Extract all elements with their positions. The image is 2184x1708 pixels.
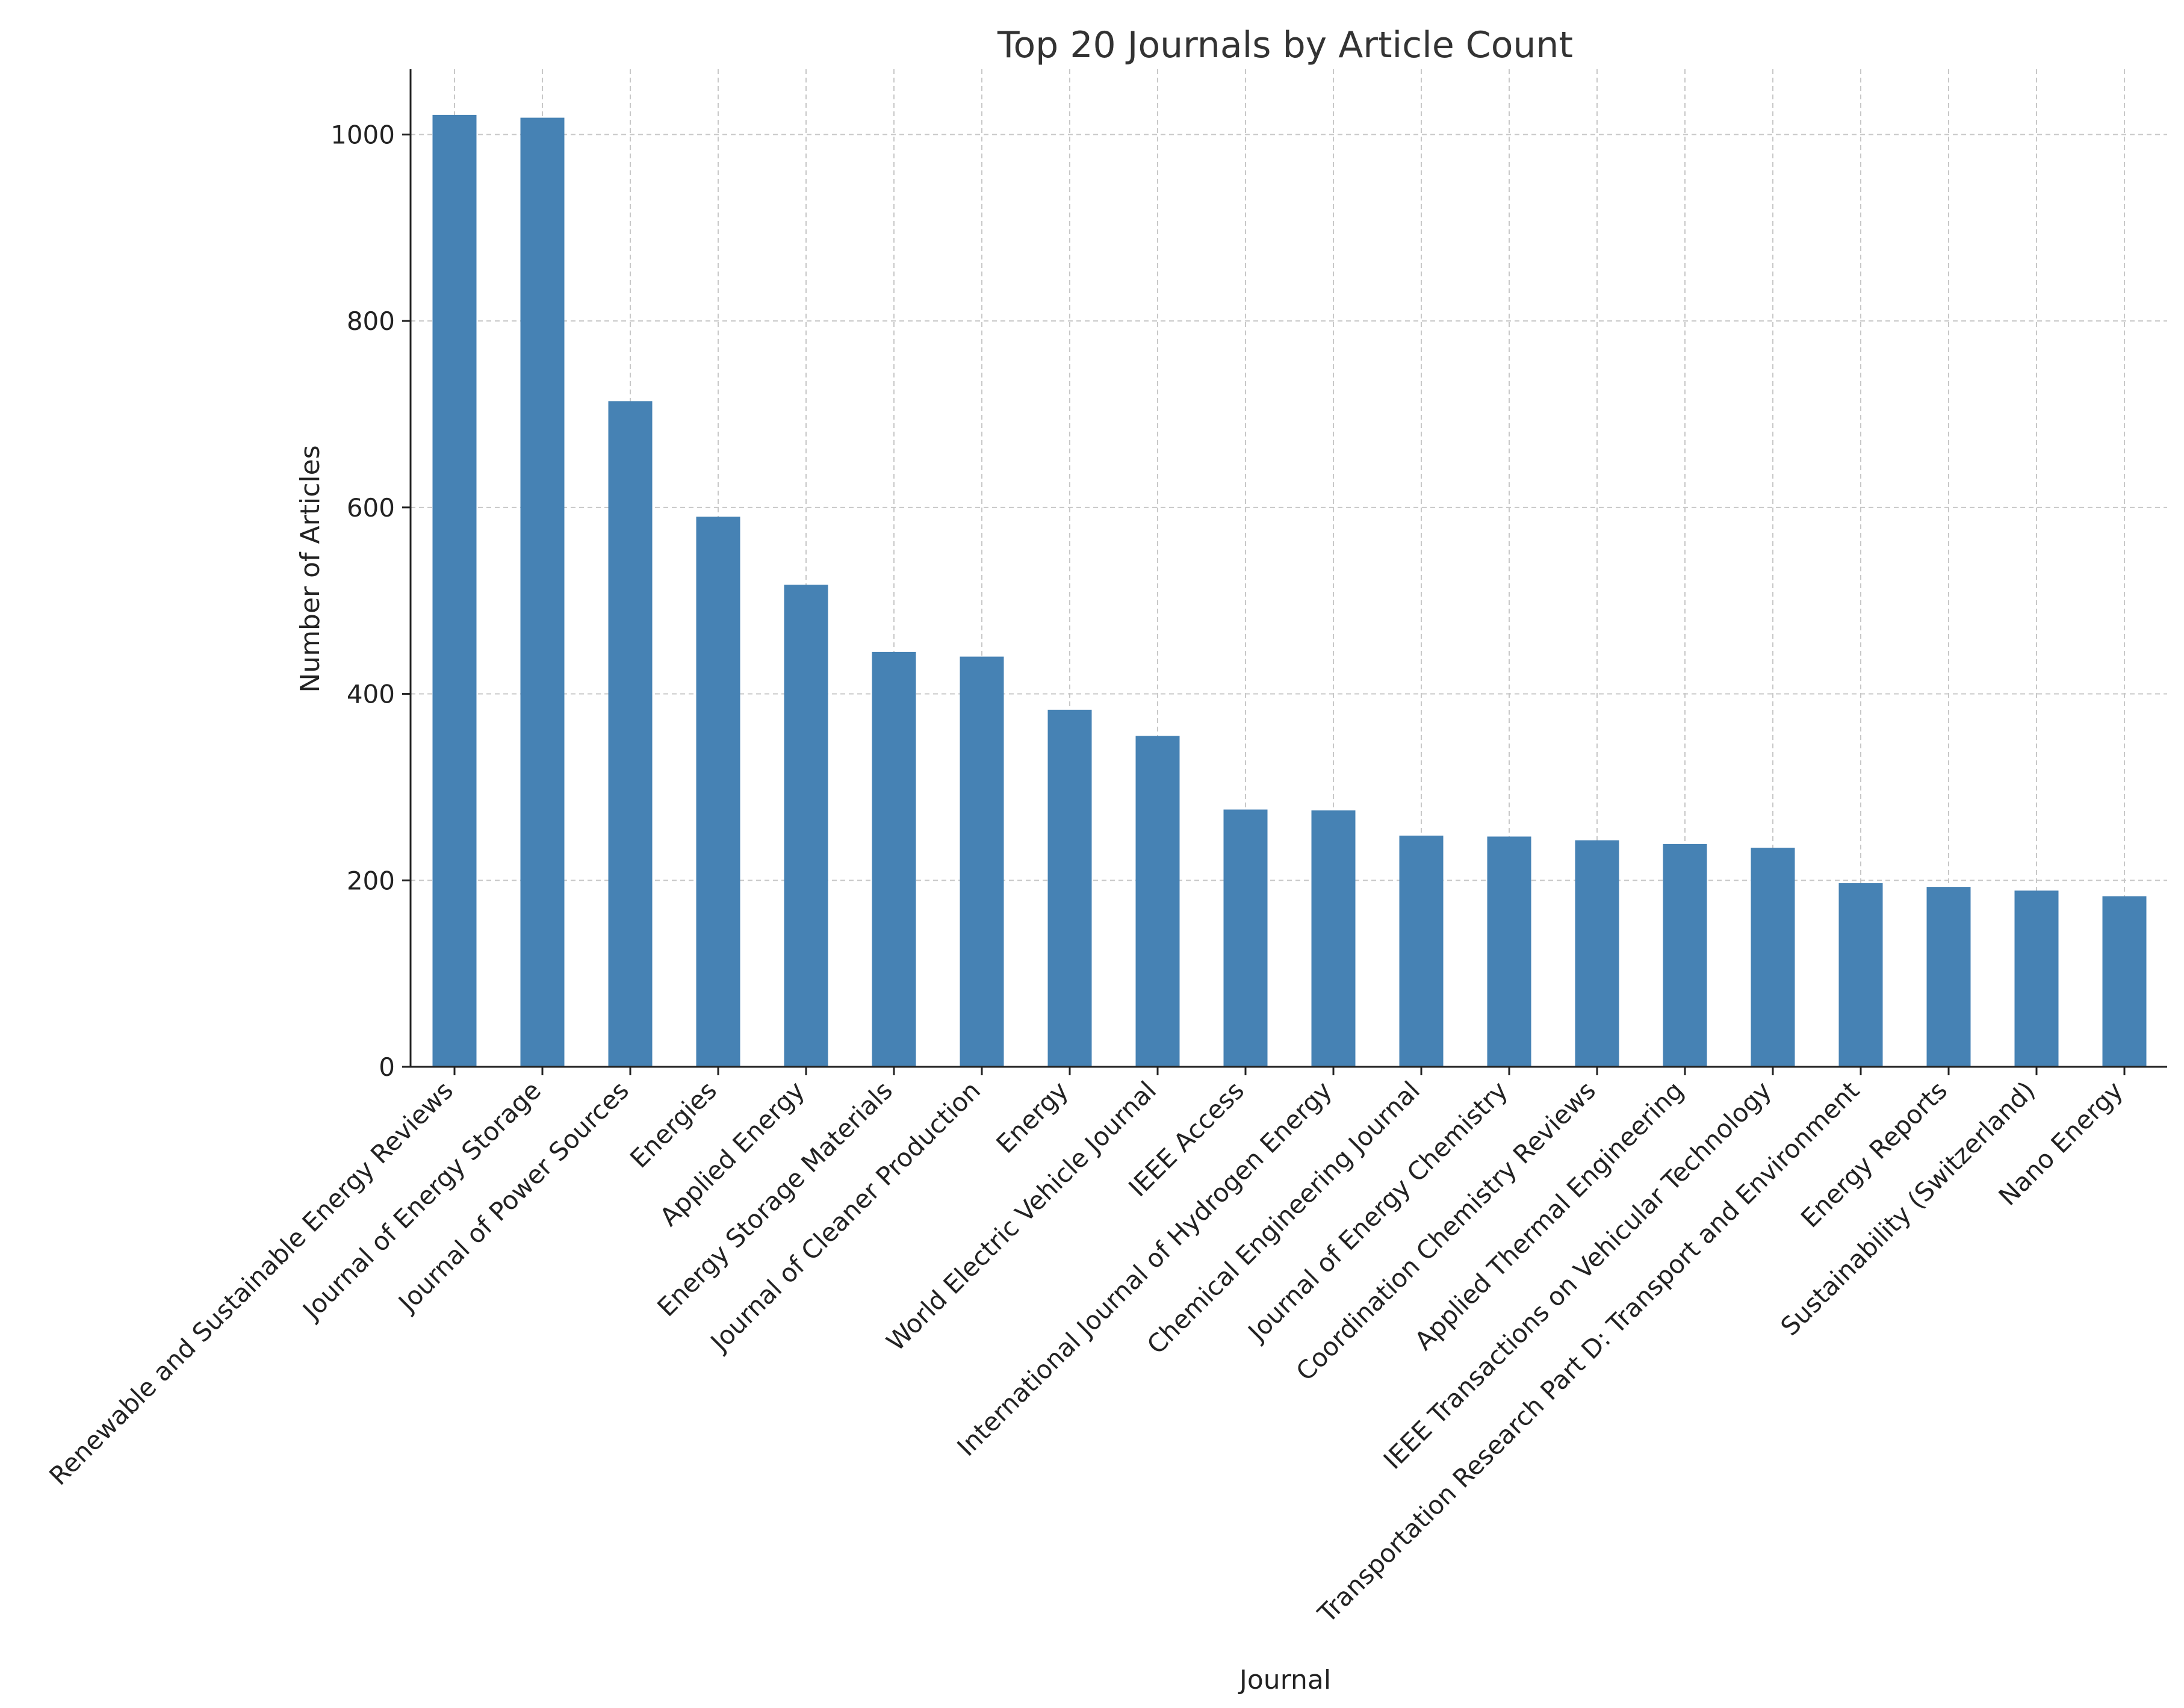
bar	[1575, 840, 1619, 1067]
x-ticks: Renewable and Sustainable Energy Reviews…	[43, 1067, 2129, 1629]
chart-title: Top 20 Journals by Article Count	[997, 24, 1573, 66]
bars	[432, 114, 2147, 1067]
bar	[696, 517, 740, 1067]
y-tick-label: 800	[347, 306, 395, 336]
grid-lines	[411, 69, 2167, 1067]
y-tick-label: 200	[347, 866, 395, 895]
bar	[432, 114, 477, 1067]
y-ticks: 0 200 400 600 800 1000	[330, 120, 411, 1082]
bar	[2102, 896, 2147, 1067]
bar	[872, 651, 916, 1067]
bar	[1047, 709, 1092, 1067]
bar	[608, 401, 653, 1067]
axes	[409, 69, 2167, 1068]
bar	[1223, 809, 1268, 1067]
y-tick-label: 600	[347, 493, 395, 523]
bar	[2014, 890, 2059, 1067]
bar	[784, 585, 828, 1067]
y-axis-label: Number of Articles	[295, 445, 326, 692]
y-tick-label: 0	[379, 1052, 395, 1082]
x-axis-label: Journal	[1238, 1665, 1331, 1695]
bar	[1399, 835, 1444, 1067]
bar	[960, 656, 1004, 1067]
x-tick-label: Renewable and Sustainable Energy Reviews	[43, 1075, 459, 1491]
bar	[1135, 736, 1180, 1067]
bar	[1487, 836, 1531, 1067]
y-tick-label: 1000	[330, 120, 395, 149]
y-tick-label: 400	[347, 680, 395, 709]
bar	[1751, 848, 1795, 1067]
bar	[1663, 843, 1707, 1067]
x-tick-label: Energy	[990, 1075, 1074, 1159]
bar	[1838, 883, 1883, 1067]
bar	[1926, 887, 1971, 1067]
x-tick-label: Energy Reports	[1795, 1075, 1953, 1233]
bar	[1311, 810, 1356, 1067]
bar	[520, 117, 565, 1067]
